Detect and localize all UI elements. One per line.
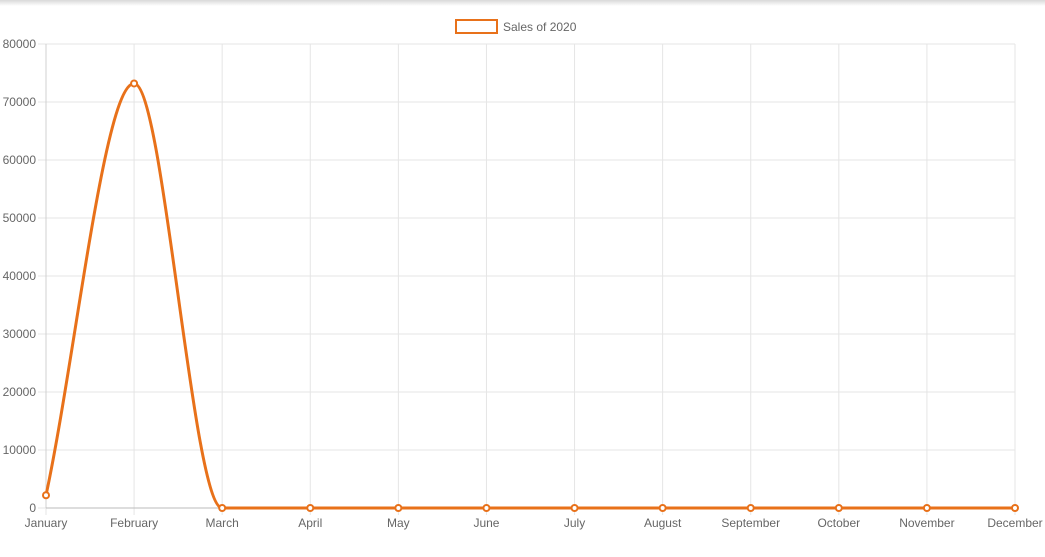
data-point-november	[922, 504, 931, 512]
data-point-february	[130, 79, 139, 88]
x-tick-label-october: October	[817, 516, 860, 530]
data-point-december	[1011, 504, 1019, 512]
data-point-march	[218, 504, 227, 512]
x-tick-label-june: June	[473, 516, 499, 530]
legend-label[interactable]: Sales of 2020	[503, 20, 577, 34]
x-tick-label-march: March	[206, 516, 239, 530]
x-tick-label-february: February	[110, 516, 158, 530]
legend-swatch[interactable]	[455, 19, 498, 34]
legend[interactable]: Sales of 2020	[455, 19, 577, 34]
data-point-april	[306, 504, 315, 512]
data-point-july	[570, 504, 579, 512]
x-tick-label-january: January	[25, 516, 68, 530]
y-tick-label-60000: 60000	[3, 153, 37, 167]
x-axis-tick-labels: January February March April May June July Augu…	[25, 516, 1043, 530]
grid-lines	[38, 43, 1016, 515]
data-point-may	[394, 504, 403, 512]
y-tick-label-50000: 50000	[3, 211, 37, 225]
data-point-june	[482, 504, 491, 512]
x-tick-label-july: July	[564, 516, 585, 530]
y-tick-label-70000: 70000	[3, 95, 37, 109]
data-point-august	[658, 504, 667, 512]
y-tick-label-0: 0	[29, 501, 36, 515]
x-tick-label-august: August	[644, 516, 682, 530]
series-sales	[42, 79, 1019, 512]
data-point-october	[834, 504, 843, 512]
x-tick-label-april: April	[298, 516, 322, 530]
y-tick-label-30000: 30000	[3, 327, 37, 341]
y-tick-label-10000: 10000	[3, 443, 37, 457]
y-tick-label-20000: 20000	[3, 385, 37, 399]
x-tick-label-december: December	[987, 516, 1042, 530]
window-top-shadow	[0, 0, 1045, 6]
x-tick-label-september: September	[721, 516, 780, 530]
y-tick-label-80000: 80000	[3, 37, 37, 51]
data-point-september	[746, 504, 755, 512]
y-tick-label-40000: 40000	[3, 269, 37, 283]
x-tick-label-november: November	[899, 516, 954, 530]
y-axis-tick-labels: 0 10000 20000 30000 40000 50000 60000 70000 8000…	[3, 37, 37, 515]
x-tick-label-may: May	[387, 516, 410, 530]
data-point-january	[42, 491, 50, 500]
series-line-0	[44, 81, 1015, 510]
